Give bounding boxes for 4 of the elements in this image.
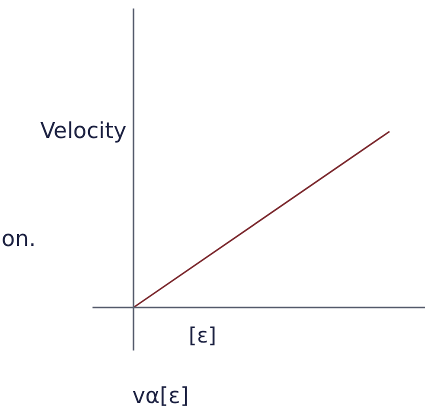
text: vα[ε] <box>132 384 189 409</box>
y-axis-title: Velocity <box>40 119 127 144</box>
text: on. <box>2 227 36 252</box>
x-axis-title: [ε] <box>188 324 216 348</box>
